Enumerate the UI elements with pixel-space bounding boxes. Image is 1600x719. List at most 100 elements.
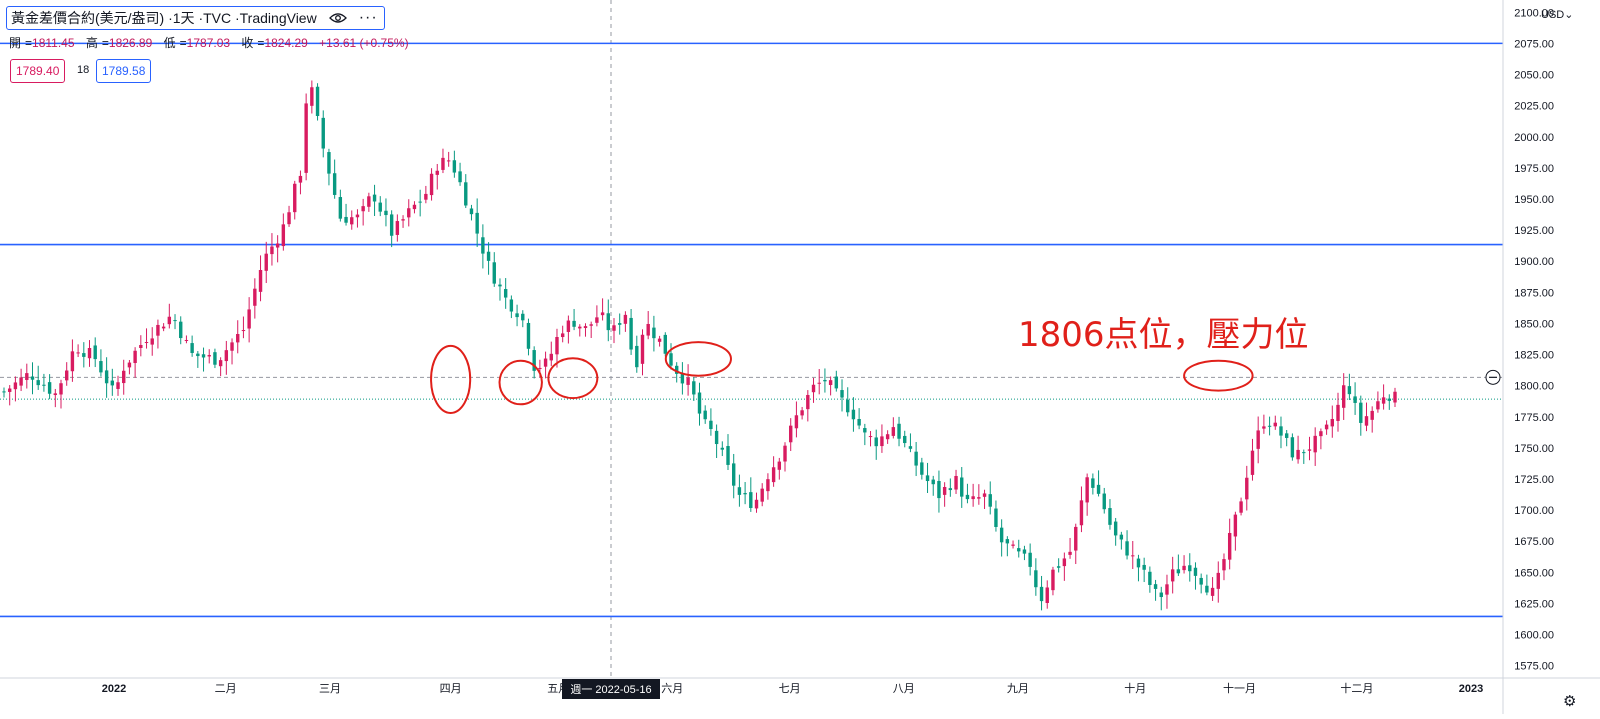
annotation-circle (664, 341, 732, 377)
more-dots-icon[interactable]: ··· (358, 9, 378, 26)
gear-icon[interactable]: ⚙ (1563, 693, 1577, 710)
candle-body (99, 361, 103, 373)
candle-body (1250, 450, 1255, 475)
candle-body (1176, 569, 1181, 574)
y-tick-label: 1875.00 (1514, 287, 1554, 299)
candle-body (1262, 426, 1266, 429)
candle-body (777, 461, 782, 470)
candle-body (960, 477, 964, 497)
crosshair-date-bg (562, 679, 660, 699)
candle-body (1125, 541, 1129, 556)
sell-button[interactable]: 1789.40 (10, 59, 66, 83)
candle-body (435, 170, 439, 175)
candle-body (697, 392, 702, 414)
candle-body (1319, 431, 1323, 437)
candle-body (669, 353, 673, 366)
candle-body (498, 284, 502, 287)
candle-body (310, 87, 314, 106)
candle-body (578, 326, 582, 329)
candle-body (920, 462, 924, 475)
candle-body (1028, 552, 1032, 567)
candle-body (1376, 401, 1380, 410)
spread-value: 18 (77, 64, 90, 76)
candle-body (452, 160, 457, 173)
candle-body (150, 338, 154, 345)
candle-body (737, 487, 742, 495)
candle-body (526, 322, 531, 349)
candle-body (880, 436, 884, 447)
candle-body (1330, 418, 1334, 427)
currency-selector[interactable]: USD⌄ (1541, 9, 1574, 21)
candle-body (543, 358, 548, 367)
y-tick-label: 1675.00 (1514, 536, 1554, 548)
candle-body (874, 437, 878, 447)
candle-body (401, 219, 405, 221)
candle-body (988, 494, 992, 507)
candle-body (1022, 549, 1027, 554)
candle-body (1119, 534, 1124, 540)
candle-body (201, 354, 206, 358)
candle-body (1159, 592, 1163, 598)
candle-body (686, 377, 690, 385)
candle-body (1233, 514, 1238, 537)
candle-body (87, 348, 92, 359)
x-tick-label: 2023 (1459, 683, 1483, 695)
candle-body (1359, 402, 1363, 423)
candle-body (190, 343, 194, 353)
candle-body (361, 206, 365, 212)
candle-body (270, 246, 274, 255)
candle-body (372, 194, 377, 202)
candle-body (652, 327, 656, 339)
candle-body (555, 337, 559, 355)
candle-body (1307, 449, 1312, 451)
candle-body (395, 221, 400, 235)
symbol-legend[interactable]: 黃金差價合約(美元/盎司) ·1天 ·TVC ·TradingView ··· (6, 6, 385, 30)
x-tick-label: 四月 (440, 683, 462, 695)
candle-body (1341, 385, 1346, 408)
y-tick-label: 1975.00 (1514, 163, 1554, 175)
annotation-circle (547, 357, 599, 400)
candle-body (344, 216, 348, 223)
candle-body (65, 370, 69, 381)
symbol-title: 黃金差價合約(美元/盎司) ·1天 ·TVC ·TradingView (11, 10, 317, 26)
buy-button[interactable]: 1789.58 (96, 59, 152, 83)
candle-body (1279, 426, 1283, 436)
candle-body (1324, 424, 1329, 430)
candle-body (937, 480, 941, 499)
candle-body (481, 237, 485, 254)
candle-body (1370, 410, 1374, 420)
candle-body (298, 175, 303, 183)
candle-body (253, 288, 257, 306)
candle-body (572, 320, 576, 327)
candle-body (857, 418, 861, 426)
candle-body (749, 492, 753, 508)
candle-body (1239, 501, 1243, 513)
candle-body (629, 317, 633, 350)
candle-body (703, 410, 707, 420)
candle-body (709, 420, 713, 430)
candle-body (13, 382, 18, 390)
candle-body (492, 262, 496, 284)
candle-body (236, 334, 240, 343)
candle-body (389, 214, 394, 236)
eye-icon[interactable] (327, 10, 349, 26)
candle-body (156, 324, 160, 336)
y-tick-label: 1825.00 (1514, 350, 1554, 362)
candle-body (1245, 477, 1249, 500)
candle-body (264, 253, 268, 271)
candle-body (606, 313, 610, 331)
y-tick-label: 2025.00 (1514, 101, 1554, 113)
ohlc-values: 開 =1811.45 高 =1826.89 低 =1787.03 收 =1824.29 … (9, 34, 413, 51)
candle-body (925, 475, 930, 482)
candle-body (1017, 548, 1021, 552)
candle-body (942, 486, 947, 495)
candle-body (840, 390, 844, 398)
candle-body (766, 479, 770, 492)
candle-body (1256, 430, 1260, 449)
candle-body (600, 312, 605, 316)
candle-body (1227, 532, 1232, 560)
candle-body (806, 394, 810, 410)
candle-body (1290, 437, 1295, 458)
